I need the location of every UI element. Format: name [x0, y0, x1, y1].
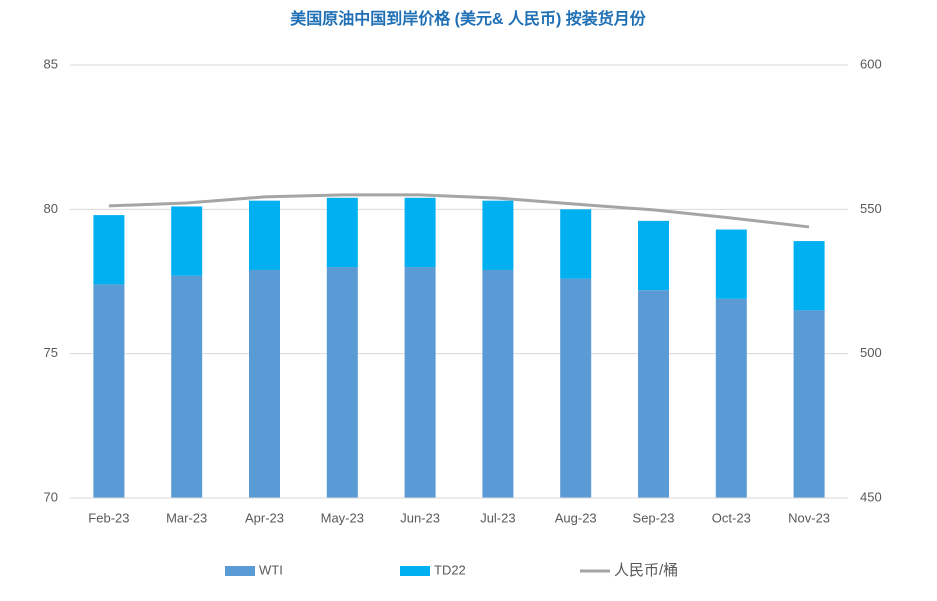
y-tick-label: 85 [44, 56, 58, 71]
bar [638, 220, 669, 291]
x-tick-label: Mar-23 [166, 510, 207, 525]
x-tick-label: Oct-23 [712, 510, 751, 525]
bar [793, 310, 825, 498]
y2-tick-label: 500 [860, 345, 882, 360]
y2-tick-label: 450 [860, 489, 882, 504]
y2-tick-label: 600 [860, 56, 882, 71]
bar [93, 215, 125, 285]
bar [404, 267, 436, 498]
legend-swatch [225, 566, 255, 576]
x-tick-label: Feb-23 [88, 510, 129, 525]
bar [249, 200, 280, 270]
bar [715, 229, 747, 299]
legend-swatch [400, 566, 430, 576]
bar [326, 197, 358, 268]
bar [249, 269, 280, 498]
legend-label: 人民币/桶 [614, 562, 678, 579]
x-tick-label: Apr-23 [245, 510, 284, 525]
bar [482, 200, 514, 270]
x-tick-label: May-23 [321, 510, 364, 525]
bar [404, 197, 436, 268]
y2-tick-label: 550 [860, 201, 882, 216]
x-tick-label: Jun-23 [400, 510, 440, 525]
legend-label: WTI [259, 562, 283, 577]
x-tick-label: Sep-23 [633, 510, 675, 525]
bar [326, 267, 358, 498]
y-tick-label: 75 [44, 345, 58, 360]
y-tick-label: 80 [44, 201, 58, 216]
legend-label: TD22 [434, 562, 466, 577]
x-tick-label: Nov-23 [788, 510, 830, 525]
bar [171, 275, 203, 498]
bar [715, 298, 747, 498]
bar [171, 206, 203, 276]
chart-title: 美国原油中国到岸价格 (美元& 人民币) 按装货月份 [290, 9, 647, 28]
bar [560, 209, 592, 279]
x-tick-label: Aug-23 [555, 510, 597, 525]
x-tick-label: Jul-23 [480, 510, 515, 525]
bar [638, 290, 669, 498]
bar [482, 269, 514, 498]
bar [560, 278, 592, 498]
bar [793, 241, 825, 311]
y-tick-label: 70 [44, 489, 58, 504]
line [108, 193, 810, 229]
bar [93, 284, 125, 498]
